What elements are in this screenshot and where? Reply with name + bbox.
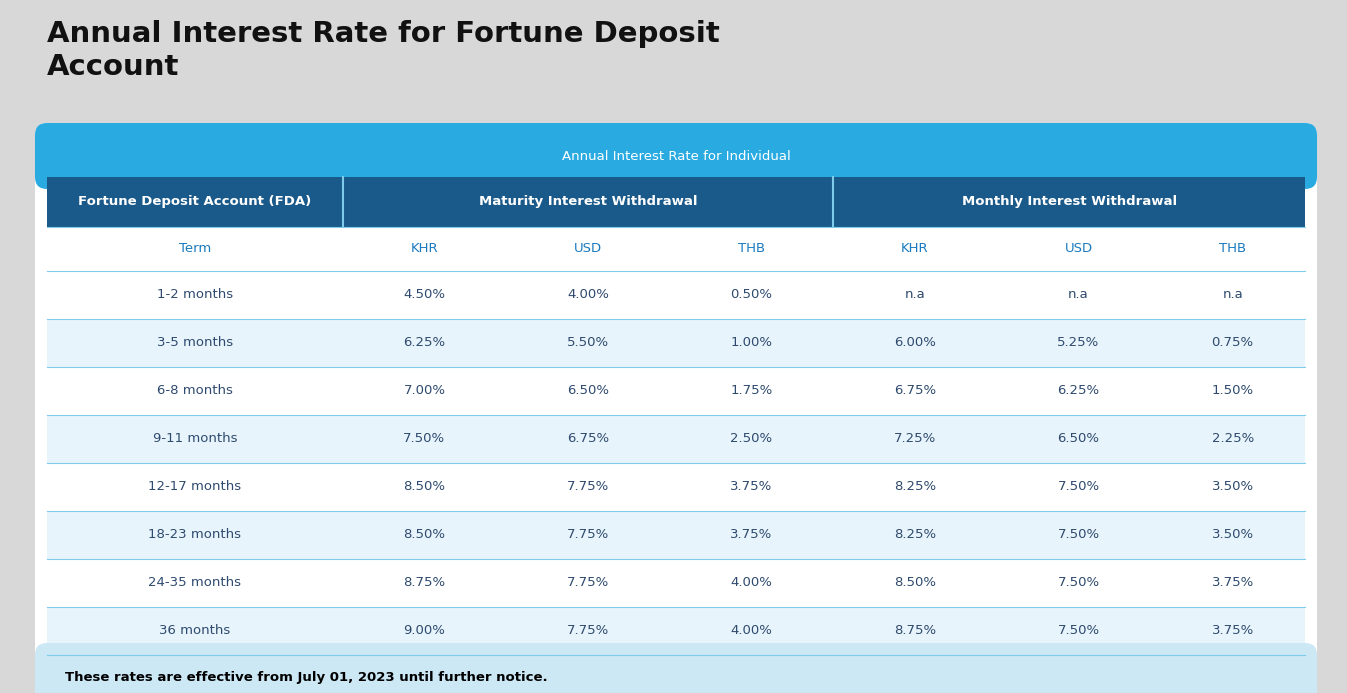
- Text: 24-35 months: 24-35 months: [148, 577, 241, 590]
- Bar: [47, 271, 1305, 319]
- Text: 3.50%: 3.50%: [1211, 480, 1254, 493]
- Text: 5.25%: 5.25%: [1057, 337, 1099, 349]
- Bar: [47, 511, 1305, 559]
- Text: 8.25%: 8.25%: [894, 529, 936, 541]
- Bar: [47, 319, 1305, 367]
- Text: 6.25%: 6.25%: [1057, 385, 1099, 398]
- Text: 7.75%: 7.75%: [567, 480, 609, 493]
- Text: Annual Interest Rate for Individual: Annual Interest Rate for Individual: [562, 150, 791, 162]
- Text: 2.50%: 2.50%: [730, 432, 773, 446]
- Bar: [47, 655, 1305, 677]
- FancyBboxPatch shape: [35, 123, 1317, 693]
- Text: 8.50%: 8.50%: [403, 529, 446, 541]
- Text: 36 months: 36 months: [159, 624, 230, 638]
- Text: 7.75%: 7.75%: [567, 577, 609, 590]
- Text: USD: USD: [574, 243, 602, 256]
- Text: 7.75%: 7.75%: [567, 624, 609, 638]
- Point: [826, 223, 842, 231]
- Text: 7.75%: 7.75%: [567, 529, 609, 541]
- Text: 2.25%: 2.25%: [1211, 432, 1254, 446]
- Bar: [47, 559, 1305, 607]
- Text: 3.75%: 3.75%: [1211, 577, 1254, 590]
- Text: These rates are effective from July 01, 2023 until further notice.: These rates are effective from July 01, …: [65, 671, 548, 683]
- Text: 4.00%: 4.00%: [730, 624, 772, 638]
- Text: 3.50%: 3.50%: [1211, 529, 1254, 541]
- Text: 5.50%: 5.50%: [567, 337, 609, 349]
- Text: 8.25%: 8.25%: [894, 480, 936, 493]
- Text: 4.00%: 4.00%: [730, 577, 772, 590]
- Text: 1.50%: 1.50%: [1211, 385, 1254, 398]
- Text: 6.50%: 6.50%: [1057, 432, 1099, 446]
- Text: 1.00%: 1.00%: [730, 337, 772, 349]
- Text: 6.50%: 6.50%: [567, 385, 609, 398]
- Text: Account: Account: [47, 53, 179, 80]
- Text: 8.75%: 8.75%: [894, 624, 936, 638]
- FancyBboxPatch shape: [35, 123, 1317, 189]
- Text: 3-5 months: 3-5 months: [156, 337, 233, 349]
- Text: USD: USD: [1064, 243, 1092, 256]
- Text: n.a: n.a: [1068, 288, 1088, 301]
- Bar: [47, 367, 1305, 415]
- Text: Term: Term: [179, 243, 211, 256]
- Text: Fortune Deposit Account (FDA): Fortune Deposit Account (FDA): [78, 195, 311, 209]
- Text: 7.50%: 7.50%: [1057, 480, 1099, 493]
- Bar: [47, 415, 1305, 463]
- Bar: [47, 463, 1305, 511]
- Text: 18-23 months: 18-23 months: [148, 529, 241, 541]
- Text: THB: THB: [738, 243, 765, 256]
- Text: 8.50%: 8.50%: [894, 577, 936, 590]
- Text: THB: THB: [1219, 243, 1246, 256]
- Point: [334, 223, 350, 231]
- Bar: [47, 177, 1305, 227]
- Text: n.a: n.a: [905, 288, 925, 301]
- Text: 4.00%: 4.00%: [567, 288, 609, 301]
- Text: 6.75%: 6.75%: [567, 432, 609, 446]
- FancyBboxPatch shape: [35, 643, 1317, 693]
- Bar: [47, 156, 1305, 177]
- Text: 7.50%: 7.50%: [1057, 577, 1099, 590]
- Text: 8.50%: 8.50%: [403, 480, 446, 493]
- Text: 0.75%: 0.75%: [1211, 337, 1254, 349]
- Text: 6.75%: 6.75%: [894, 385, 936, 398]
- Text: 4.50%: 4.50%: [403, 288, 446, 301]
- Text: Annual Interest Rate for Fortune Deposit: Annual Interest Rate for Fortune Deposit: [47, 20, 719, 48]
- Bar: [47, 227, 1305, 271]
- Text: 3.75%: 3.75%: [730, 480, 773, 493]
- Text: 6.25%: 6.25%: [403, 337, 446, 349]
- Text: 7.50%: 7.50%: [1057, 529, 1099, 541]
- Text: 1-2 months: 1-2 months: [156, 288, 233, 301]
- Text: 9.00%: 9.00%: [404, 624, 446, 638]
- Text: n.a: n.a: [1222, 288, 1243, 301]
- Text: Monthly Interest Withdrawal: Monthly Interest Withdrawal: [962, 195, 1177, 209]
- Text: 3.75%: 3.75%: [730, 529, 773, 541]
- Text: 12-17 months: 12-17 months: [148, 480, 241, 493]
- Point: [334, 173, 350, 181]
- Text: 6-8 months: 6-8 months: [156, 385, 233, 398]
- Text: Maturity Interest Withdrawal: Maturity Interest Withdrawal: [478, 195, 698, 209]
- Bar: [47, 607, 1305, 655]
- Text: 9-11 months: 9-11 months: [152, 432, 237, 446]
- Text: 1.75%: 1.75%: [730, 385, 773, 398]
- Point: [826, 173, 842, 181]
- Text: KHR: KHR: [411, 243, 438, 256]
- Text: 7.00%: 7.00%: [403, 385, 446, 398]
- Text: KHR: KHR: [901, 243, 929, 256]
- Text: 7.50%: 7.50%: [1057, 624, 1099, 638]
- Text: 8.75%: 8.75%: [403, 577, 446, 590]
- Text: 6.00%: 6.00%: [894, 337, 936, 349]
- Text: 7.25%: 7.25%: [894, 432, 936, 446]
- Text: 3.75%: 3.75%: [1211, 624, 1254, 638]
- Text: 0.50%: 0.50%: [730, 288, 772, 301]
- Text: 7.50%: 7.50%: [403, 432, 446, 446]
